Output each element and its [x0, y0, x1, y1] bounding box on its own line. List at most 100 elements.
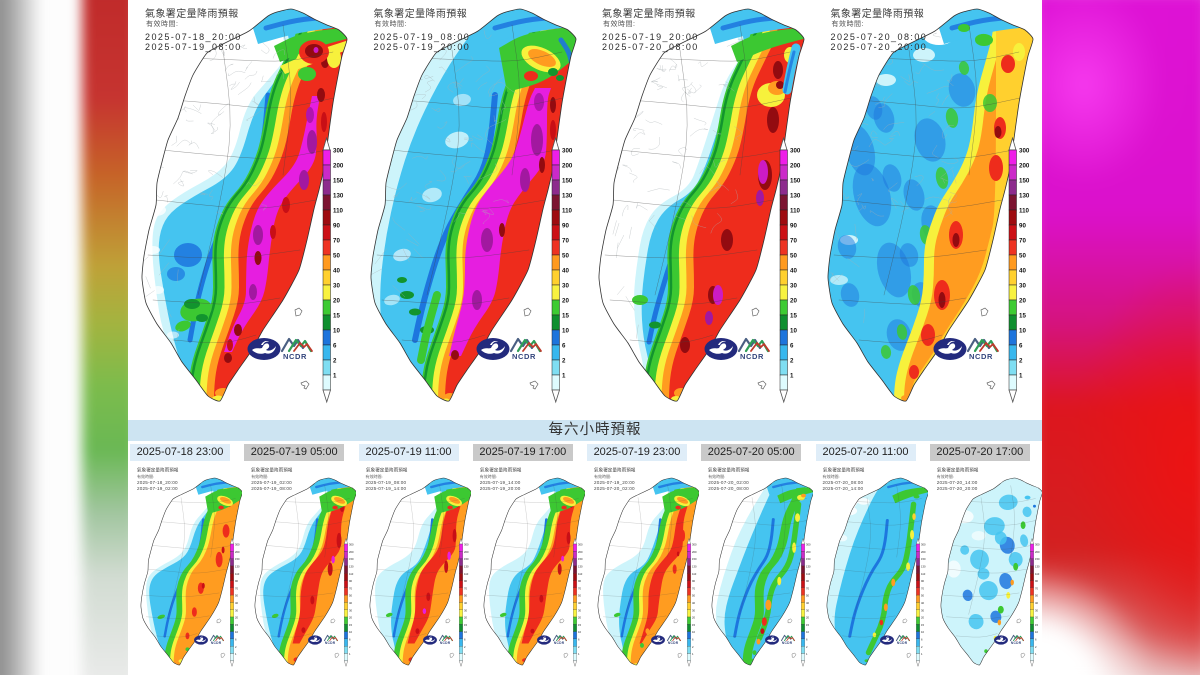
svg-text:15: 15 [578, 623, 581, 627]
svg-text:6: 6 [333, 342, 337, 349]
svg-text:200: 200 [1019, 162, 1030, 169]
svg-text:40: 40 [1019, 267, 1026, 274]
svg-text:150: 150 [562, 177, 573, 184]
svg-text:90: 90 [464, 579, 467, 583]
svg-text:2: 2 [1035, 645, 1037, 649]
svg-text:50: 50 [349, 594, 352, 598]
svg-text:6: 6 [578, 638, 580, 642]
svg-text:40: 40 [333, 267, 340, 274]
svg-text:10: 10 [1035, 630, 1038, 634]
svg-text:20: 20 [349, 616, 352, 620]
svg-text:90: 90 [562, 222, 569, 229]
svg-text:200: 200 [235, 550, 240, 554]
svg-text:200: 200 [333, 162, 344, 169]
svg-text:40: 40 [1035, 601, 1038, 605]
svg-text:2: 2 [1019, 357, 1023, 364]
svg-text:15: 15 [806, 623, 809, 627]
svg-text:50: 50 [464, 594, 467, 598]
svg-text:90: 90 [578, 579, 581, 583]
svg-text:130: 130 [921, 565, 926, 569]
svg-text:40: 40 [692, 601, 695, 605]
svg-text:150: 150 [578, 557, 583, 561]
svg-text:6: 6 [562, 342, 566, 349]
svg-text:1: 1 [578, 652, 580, 656]
svg-text:40: 40 [578, 601, 581, 605]
svg-text:200: 200 [692, 550, 697, 554]
svg-text:90: 90 [235, 579, 238, 583]
svg-text:300: 300 [578, 543, 583, 547]
svg-text:NCDR: NCDR [740, 352, 764, 361]
svg-text:NCDR: NCDR [1011, 641, 1022, 645]
svg-text:150: 150 [790, 177, 801, 184]
svg-text:15: 15 [235, 623, 238, 627]
svg-text:2: 2 [790, 357, 794, 364]
svg-text:NCDR: NCDR [782, 641, 793, 645]
svg-text:150: 150 [333, 177, 344, 184]
svg-text:50: 50 [692, 594, 695, 598]
svg-text:2: 2 [235, 645, 237, 649]
svg-text:110: 110 [1035, 572, 1040, 576]
svg-text:130: 130 [1019, 192, 1030, 199]
svg-text:300: 300 [921, 543, 926, 547]
svg-text:110: 110 [464, 572, 469, 576]
svg-text:200: 200 [806, 550, 811, 554]
svg-text:1: 1 [464, 652, 466, 656]
svg-text:300: 300 [692, 543, 697, 547]
svg-text:70: 70 [790, 237, 797, 244]
svg-text:20: 20 [235, 616, 238, 620]
svg-text:6: 6 [806, 638, 808, 642]
svg-text:300: 300 [806, 543, 811, 547]
svg-text:10: 10 [806, 630, 809, 634]
svg-text:30: 30 [562, 282, 569, 289]
svg-text:110: 110 [333, 207, 344, 214]
svg-text:20: 20 [921, 616, 924, 620]
svg-text:2: 2 [692, 645, 694, 649]
svg-text:NCDR: NCDR [896, 641, 907, 645]
svg-text:300: 300 [1035, 543, 1040, 547]
svg-text:200: 200 [464, 550, 469, 554]
svg-text:30: 30 [806, 608, 809, 612]
svg-text:90: 90 [790, 222, 797, 229]
svg-text:300: 300 [349, 543, 354, 547]
svg-text:20: 20 [806, 616, 809, 620]
svg-text:15: 15 [1019, 312, 1026, 319]
svg-text:30: 30 [790, 282, 797, 289]
svg-text:NCDR: NCDR [969, 352, 993, 361]
svg-text:200: 200 [1035, 550, 1040, 554]
svg-text:90: 90 [349, 579, 352, 583]
svg-text:2: 2 [578, 645, 580, 649]
svg-text:6: 6 [692, 638, 694, 642]
svg-text:70: 70 [921, 586, 924, 590]
svg-text:10: 10 [921, 630, 924, 634]
svg-text:70: 70 [333, 237, 340, 244]
svg-text:300: 300 [790, 147, 801, 154]
svg-text:30: 30 [921, 608, 924, 612]
svg-text:70: 70 [562, 237, 569, 244]
svg-text:15: 15 [692, 623, 695, 627]
svg-text:NCDR: NCDR [668, 641, 679, 645]
svg-text:30: 30 [1019, 282, 1026, 289]
svg-text:10: 10 [333, 327, 340, 334]
svg-text:110: 110 [1019, 207, 1030, 214]
svg-text:1: 1 [1035, 652, 1037, 656]
svg-text:300: 300 [1019, 147, 1030, 154]
svg-text:90: 90 [921, 579, 924, 583]
svg-text:30: 30 [235, 608, 238, 612]
svg-text:6: 6 [349, 638, 351, 642]
svg-text:150: 150 [806, 557, 811, 561]
svg-text:300: 300 [235, 543, 240, 547]
svg-text:300: 300 [333, 147, 344, 154]
svg-text:90: 90 [1035, 579, 1038, 583]
svg-text:70: 70 [1019, 237, 1026, 244]
svg-text:130: 130 [806, 565, 811, 569]
svg-text:6: 6 [921, 638, 923, 642]
svg-text:20: 20 [333, 297, 340, 304]
svg-text:70: 70 [235, 586, 238, 590]
svg-text:110: 110 [578, 572, 583, 576]
svg-text:70: 70 [692, 586, 695, 590]
svg-text:1: 1 [806, 652, 808, 656]
svg-text:130: 130 [235, 565, 240, 569]
svg-text:150: 150 [1019, 177, 1030, 184]
svg-text:90: 90 [692, 579, 695, 583]
svg-text:110: 110 [692, 572, 697, 576]
